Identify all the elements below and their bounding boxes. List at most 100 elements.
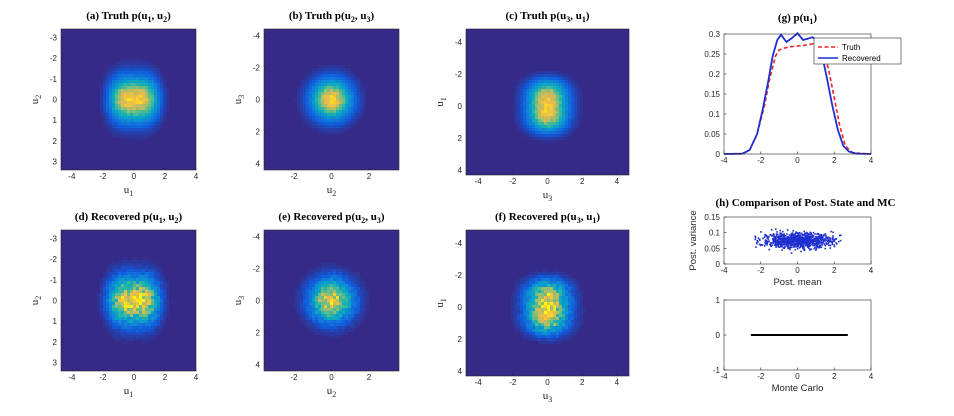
heatmap-cell	[526, 308, 529, 311]
heatmap-cell	[354, 290, 357, 293]
heatmap-cell	[541, 317, 544, 320]
heatmap-cell	[97, 308, 100, 311]
heatmap-cell	[571, 281, 574, 284]
heatmap-cell	[327, 281, 330, 284]
heatmap-cell	[345, 323, 348, 326]
heatmap-cell	[160, 71, 163, 74]
heatmap-cell	[577, 89, 580, 92]
heatmap-cell	[550, 302, 553, 305]
heatmap-cell	[142, 104, 145, 107]
heatmap-cell	[306, 110, 309, 113]
heatmap-cell	[306, 314, 309, 317]
heatmap-cell	[556, 119, 559, 122]
x-axis-label: u3	[543, 390, 553, 404]
scatter-point	[792, 237, 795, 239]
heatmap-cell	[160, 311, 163, 314]
heatmap-cell	[100, 311, 103, 314]
heatmap-cell	[145, 263, 148, 266]
heatmap-cell	[112, 98, 115, 101]
heatmap-cell	[112, 80, 115, 83]
heatmap-cell	[529, 107, 532, 110]
heatmap-cell	[520, 107, 523, 110]
heatmap-cell	[315, 83, 318, 86]
heatmap-cell	[160, 320, 163, 323]
heatmap-cell	[541, 329, 544, 332]
heatmap-cell	[532, 308, 535, 311]
heatmap-cell	[571, 86, 574, 89]
heatmap-cell	[303, 83, 306, 86]
heatmap-cell	[541, 122, 544, 125]
heatmap-cell	[517, 86, 520, 89]
heatmap-cell	[354, 104, 357, 107]
heatmap-cell	[330, 101, 333, 104]
heatmap-cell	[130, 275, 133, 278]
heatmap-cell	[154, 281, 157, 284]
heatmap-cell	[562, 281, 565, 284]
heatmap-cell	[115, 83, 118, 86]
heatmap-cell	[160, 77, 163, 80]
heatmap-cell	[544, 122, 547, 125]
heatmap-cell	[136, 272, 139, 275]
x-tick-label: 2	[163, 373, 168, 382]
heatmap-cell	[112, 260, 115, 263]
heatmap-cell	[550, 134, 553, 137]
heatmap-cell	[523, 92, 526, 95]
heatmap-cell	[354, 275, 357, 278]
heatmap-cell	[315, 104, 318, 107]
heatmap-cell	[118, 65, 121, 68]
scatter-point	[799, 244, 802, 247]
heatmap-cell	[139, 92, 142, 95]
heatmap-cell	[154, 317, 157, 320]
heatmap-cell	[526, 317, 529, 320]
heatmap-cell	[315, 278, 318, 281]
heatmap-cell	[550, 113, 553, 116]
heatmap-cell	[136, 320, 139, 323]
heatmap-cell	[133, 131, 136, 134]
heatmap-cell	[333, 314, 336, 317]
scatter-point	[820, 246, 823, 249]
heatmap-cell	[118, 311, 121, 314]
heatmap-cell	[520, 119, 523, 122]
heatmap-cell	[523, 284, 526, 287]
heatmap-cell	[523, 305, 526, 308]
heatmap-cell	[115, 278, 118, 281]
heatmap-cell	[327, 71, 330, 74]
scatter-point	[824, 237, 827, 239]
heatmap-cell	[351, 110, 354, 113]
heatmap-cell	[544, 338, 547, 341]
heatmap-cell	[109, 89, 112, 92]
heatmap-cell	[556, 74, 559, 77]
heatmap-cell	[559, 74, 562, 77]
heatmap-cell	[348, 284, 351, 287]
heatmap-cell	[550, 128, 553, 131]
heatmap-cell	[321, 65, 324, 68]
heatmap-cell	[136, 116, 139, 119]
heatmap-cell	[526, 320, 529, 323]
scatter-point	[824, 238, 827, 241]
heatmap-cell	[535, 131, 538, 134]
heatmap-cell	[297, 92, 300, 95]
heatmap-cell	[333, 101, 336, 104]
heatmap-cell	[127, 110, 130, 113]
heatmap-cell	[544, 335, 547, 338]
heatmap-cell	[148, 320, 151, 323]
heatmap-cell	[136, 323, 139, 326]
heatmap-cell	[517, 287, 520, 290]
heatmap-cell	[303, 113, 306, 116]
heatmap-cell	[121, 284, 124, 287]
heatmap-cell	[115, 95, 118, 98]
heatmap-cell	[526, 83, 529, 86]
heatmap-cell	[366, 302, 369, 305]
heatmap-cell	[526, 296, 529, 299]
scatter-point	[821, 236, 823, 238]
heatmap-cell	[157, 332, 160, 335]
heatmap-cell	[312, 323, 315, 326]
heatmap-cell	[148, 299, 151, 302]
heatmap-cell	[327, 116, 330, 119]
heatmap-cell	[577, 125, 580, 128]
heatmap-cell	[532, 110, 535, 113]
scatter-point	[796, 240, 798, 242]
heatmap-cell	[124, 311, 127, 314]
heatmap-cell	[526, 92, 529, 95]
heatmap-cell	[556, 293, 559, 296]
